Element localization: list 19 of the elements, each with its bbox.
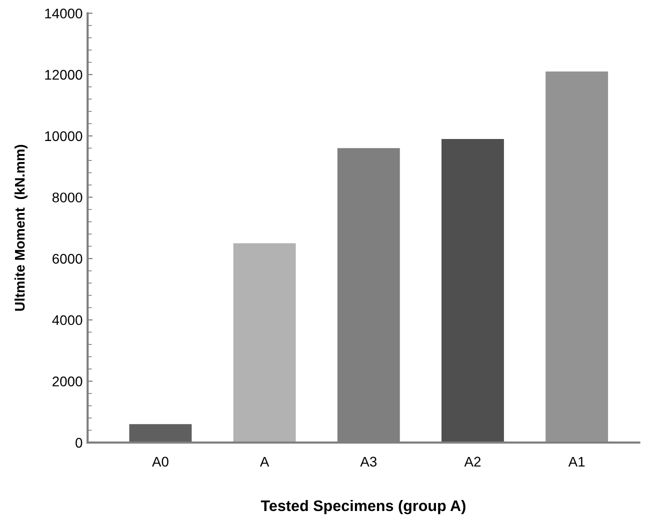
- x-tick-label: A2: [464, 456, 481, 467]
- x-tick-label: A: [260, 456, 270, 467]
- y-axis-title: Ultmite Moment (kN.mm): [14, 144, 28, 311]
- x-axis-title: Tested Specimens (group A): [260, 500, 466, 514]
- bar: [546, 72, 608, 443]
- bar: [129, 424, 192, 443]
- y-tick-label: 14000: [45, 8, 82, 18]
- y-tick-label: 6000: [52, 254, 82, 264]
- bar: [442, 138, 504, 443]
- y-tick-label: 10000: [45, 131, 82, 142]
- y-tick-label: 2000: [52, 376, 82, 386]
- y-tick-label: 12000: [45, 70, 82, 80]
- x-tick-label: A1: [568, 456, 585, 467]
- bar: [233, 243, 296, 443]
- y-tick-label: 0: [76, 438, 82, 448]
- x-tick-label: A0: [152, 456, 168, 467]
- y-tick-label: 8000: [52, 192, 82, 202]
- y-tick-label: 4000: [52, 315, 82, 326]
- x-tick-label: A3: [360, 456, 377, 467]
